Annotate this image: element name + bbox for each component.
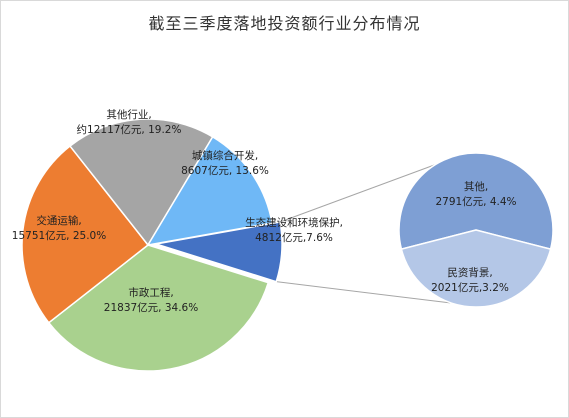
secondary-label-name-0: 其他, xyxy=(464,180,488,193)
pie-slice-1 xyxy=(21,144,150,324)
slice-label-value-4: 4812亿元,7.6% xyxy=(255,231,333,244)
slice-label-name-0: 市政工程, xyxy=(128,286,173,299)
slice-label-name-1: 交通运输, xyxy=(36,214,81,227)
pie-slice-0 xyxy=(47,244,270,372)
slice-label-name-3: 城镇综合开发, xyxy=(192,149,258,162)
pie-slice-3 xyxy=(146,135,273,247)
slice-label-value-2: 约12117亿元, 19.2% xyxy=(77,123,182,136)
slice-label-name-2: 其他行业, xyxy=(106,108,151,121)
secondary-label-value-0: 2791亿元, 4.4% xyxy=(435,195,516,208)
slice-label-value-0: 21837亿元, 34.6% xyxy=(104,301,198,314)
pie-slice-2 xyxy=(68,118,214,247)
secondary-pie-slice-0 xyxy=(398,152,554,251)
pie-slice-4 xyxy=(155,221,283,283)
secondary-label-name-1: 民资背景, xyxy=(447,266,492,279)
secondary-label-value-1: 2021亿元,3.2% xyxy=(431,281,509,294)
slice-label-name-4: 生态建设和环境保护, xyxy=(245,216,343,229)
slice-label-value-1: 15751亿元, 25.0% xyxy=(12,229,106,242)
chart-title: 截至三季度落地投资额行业分布情况 xyxy=(148,14,421,33)
connector-line-bottom xyxy=(276,281,452,304)
secondary-pie-slice-1 xyxy=(400,229,552,308)
slice-label-value-3: 8607亿元, 13.6% xyxy=(181,164,269,177)
